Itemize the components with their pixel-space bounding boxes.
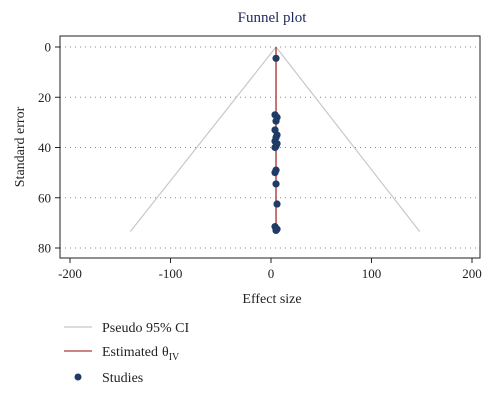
y-tick-label: 40: [38, 140, 51, 155]
study-point: [272, 226, 280, 235]
study-point: [273, 200, 281, 208]
x-tick-label: -100: [159, 266, 183, 281]
legend-ci-label: Pseudo 95% CI: [102, 321, 189, 336]
y-tick-label: 20: [38, 90, 51, 105]
x-tick-label: 100: [362, 266, 382, 281]
legend-studies-label: Studies: [102, 371, 143, 386]
study-point: [272, 180, 280, 188]
x-tick-label: 200: [462, 266, 482, 281]
y-tick-label: 0: [45, 40, 52, 55]
study-point: [272, 117, 280, 125]
study-point: [271, 143, 279, 152]
legend-theta-symbol: θ: [162, 345, 169, 360]
study-points: [271, 54, 281, 235]
legend-studies-marker: [74, 373, 82, 381]
x-axis-label: Effect size: [242, 292, 301, 307]
pseudo-ci-line: [275, 46, 421, 233]
legend-theta-subscript: IV: [169, 352, 180, 363]
legend-estimate-label: Estimated θIV: [102, 345, 180, 363]
x-tick-label: 0: [268, 266, 275, 281]
y-axis: 0 20 40 60 80: [38, 40, 60, 256]
study-point: [271, 169, 279, 177]
pseudo-ci-line: [129, 46, 277, 233]
study-point: [272, 54, 280, 62]
chart-title: Funnel plot: [238, 10, 308, 26]
legend: Pseudo 95% CI Estimated θIV Studies: [64, 321, 189, 386]
x-tick-label: -200: [58, 266, 82, 281]
y-tick-label: 80: [38, 241, 51, 256]
grid-lines: [60, 46, 480, 249]
y-tick-label: 60: [38, 190, 51, 205]
x-axis: -200 -100 0 100 200: [58, 258, 482, 281]
y-axis-label: Standard error: [13, 106, 28, 187]
legend-estimate-word: Estimated: [102, 345, 158, 360]
